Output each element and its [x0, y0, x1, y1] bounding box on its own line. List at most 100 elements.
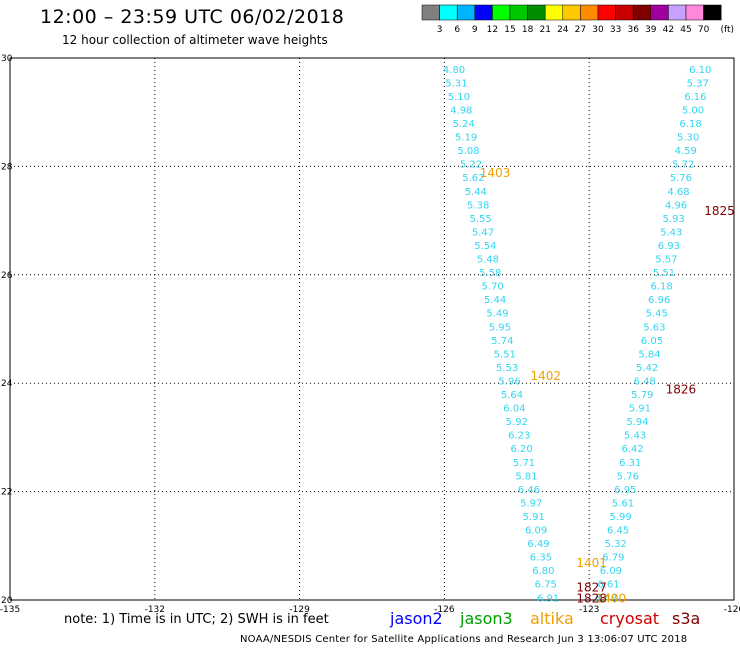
wave-height-east-value: 5.76: [670, 173, 692, 184]
wave-height-west-value: 5.91: [523, 512, 545, 523]
wave-height-west-value: 5.81: [515, 471, 537, 482]
wave-height-east-value: 6.96: [648, 295, 670, 306]
wave-height-west-value: 5.22: [460, 160, 482, 171]
wave-height-east-value: 4.59: [675, 146, 697, 157]
pass-time-label: 1825: [704, 204, 735, 218]
wave-height-east-value: 5.37: [687, 78, 709, 89]
wave-height-east-value: 5.51: [653, 268, 675, 279]
wave-height-east-value: 6.45: [607, 526, 629, 537]
pass-time-label: 1828: [576, 591, 607, 605]
wave-height-east-value: 6.48: [595, 593, 617, 604]
wave-height-east-value: 5.30: [677, 133, 699, 144]
page-title: 12:00 – 23:59 UTC 06/02/2018: [40, 6, 345, 28]
legend-label: 27: [575, 25, 586, 35]
wave-height-east-value: 6.05: [641, 336, 663, 347]
wave-height-west-value: 5.53: [496, 363, 518, 374]
wave-height-west-value: 5.64: [501, 390, 523, 401]
lat-tick-label: 26: [1, 271, 13, 281]
wave-height-east-value: 6.09: [600, 566, 622, 577]
wave-height-west-value: 5.70: [482, 282, 504, 293]
wave-height-west-value: 5.55: [469, 214, 491, 225]
page-subtitle: 12 hour collection of altimeter wave hei…: [62, 33, 328, 47]
wave-height-east-value: 5.43: [660, 227, 682, 238]
pass-time-label: 1402: [530, 369, 561, 383]
satellite-jason3: jason3: [460, 609, 513, 628]
lon-tick-label: -135: [0, 605, 20, 615]
legend-label: 42: [663, 25, 674, 35]
lon-tick-label: -129: [289, 605, 310, 615]
legend-label: 21: [539, 25, 550, 35]
source-credit: NOAA/NESDIS Center for Satellite Applica…: [240, 634, 688, 645]
satellite-cryosat: cryosat: [600, 609, 660, 628]
wave-height-west-value: 5.96: [498, 376, 520, 387]
wave-height-west-value: 6.46: [518, 485, 540, 496]
pass-time-label: 1827: [576, 580, 607, 594]
wave-height-west-value: 4.98: [450, 105, 472, 116]
wave-height-west-value: 5.38: [467, 200, 489, 211]
wave-height-east-value: 6.61: [597, 580, 619, 591]
satellite-jason2: jason2: [390, 609, 443, 628]
wave-height-east-value: 5.57: [655, 255, 677, 266]
wave-height-east-value: 4.68: [667, 187, 689, 198]
wave-height-west-value: 6.75: [535, 580, 557, 591]
wave-height-west-value: 5.48: [477, 255, 499, 266]
legend-label: 70: [698, 25, 710, 35]
wave-height-west-value: 6.23: [508, 431, 530, 442]
wave-height-west-value: 5.47: [472, 227, 494, 238]
pass-time-label: 1826: [666, 383, 697, 397]
wave-height-east-value: 5.72: [672, 160, 694, 171]
wave-height-west-value: 5.62: [462, 173, 484, 184]
wave-height-east-value: 6.79: [602, 553, 624, 564]
pass-time-label: 1403: [480, 166, 511, 180]
wave-height-west-value: 5.19: [455, 133, 477, 144]
wave-height-west-value: 6.20: [510, 444, 532, 455]
lat-tick-label: 30: [1, 54, 13, 64]
wave-height-west-value: 5.97: [520, 498, 542, 509]
wave-height-west-value: 5.08: [457, 146, 479, 157]
wave-height-east-value: 6.16: [684, 92, 706, 103]
wave-height-west-value: 6.49: [527, 539, 549, 550]
wave-height-east-value: 6.31: [619, 458, 641, 469]
legend-label: 39: [645, 25, 657, 35]
wave-height-east-value: 6.18: [679, 119, 701, 130]
legend-swatch: [703, 4, 722, 21]
wave-height-east-value: 5.76: [617, 471, 639, 482]
wave-height-east-value: 5.43: [624, 431, 646, 442]
legend-unit: (ft): [720, 25, 734, 35]
wave-height-west-value: 4.80: [443, 65, 465, 76]
legend-label: 9: [472, 25, 478, 35]
wave-height-east-value: 5.32: [605, 539, 627, 550]
wave-height-west-value: 5.92: [506, 417, 528, 428]
legend-label: 45: [680, 25, 691, 35]
legend-label: 18: [522, 25, 534, 35]
wave-height-west-value: 6.09: [525, 526, 547, 537]
wave-height-east-value: 5.42: [636, 363, 658, 374]
wave-height-west-value: 5.58: [479, 268, 501, 279]
wave-height-west-value: 6.91: [537, 593, 559, 604]
wave-height-east-value: 6.42: [622, 444, 644, 455]
wave-height-east-value: 6.48: [634, 376, 656, 387]
pass-time-label: 1401: [576, 556, 607, 570]
satellite-altika: altika: [530, 609, 574, 628]
lon-tick-label: -120: [724, 605, 740, 615]
legend-label: 30: [592, 25, 604, 35]
wave-height-west-value: 5.74: [491, 336, 513, 347]
wave-height-west-value: 5.71: [513, 458, 535, 469]
wave-height-east-value: 5.93: [663, 214, 685, 225]
wave-height-west-value: 5.95: [489, 322, 511, 333]
wave-height-west-value: 5.44: [465, 187, 487, 198]
wave-height-west-value: 5.10: [448, 92, 470, 103]
wave-height-east-value: 5.94: [626, 417, 648, 428]
wave-height-west-value: 5.44: [484, 295, 506, 306]
pass-time-label: 1400: [596, 591, 627, 605]
wave-height-west-value: 5.49: [486, 309, 508, 320]
lon-tick-label: -132: [145, 605, 165, 615]
units-note: note: 1) Time is in UTC; 2) SWH is in fe…: [64, 612, 329, 627]
wave-height-east-value: 5.63: [643, 322, 665, 333]
wave-height-east-value: 5.45: [646, 309, 668, 320]
legend-label: 36: [627, 25, 639, 35]
wave-height-east-value: 6.18: [650, 282, 672, 293]
wave-height-east-value: 5.84: [638, 349, 660, 360]
wave-height-west-value: 5.54: [474, 241, 496, 252]
lon-tick-label: -126: [434, 605, 455, 615]
